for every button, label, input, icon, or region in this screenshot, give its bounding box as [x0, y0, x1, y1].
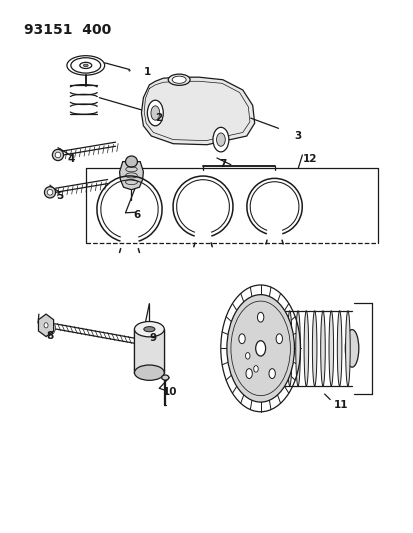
- Ellipse shape: [238, 334, 244, 344]
- Ellipse shape: [134, 321, 164, 337]
- Text: 7: 7: [218, 159, 226, 169]
- Ellipse shape: [168, 74, 190, 85]
- Polygon shape: [38, 314, 53, 337]
- Ellipse shape: [83, 64, 88, 67]
- Ellipse shape: [44, 187, 55, 198]
- Ellipse shape: [287, 311, 291, 386]
- Text: 4: 4: [68, 154, 75, 164]
- Ellipse shape: [55, 152, 61, 158]
- Ellipse shape: [134, 365, 164, 381]
- Ellipse shape: [337, 311, 341, 386]
- Text: 1: 1: [143, 67, 150, 77]
- Ellipse shape: [40, 320, 55, 336]
- Ellipse shape: [47, 190, 53, 195]
- Text: 12: 12: [301, 154, 316, 164]
- Ellipse shape: [312, 311, 316, 386]
- Ellipse shape: [257, 312, 263, 322]
- Ellipse shape: [143, 327, 154, 332]
- Ellipse shape: [275, 334, 282, 344]
- Polygon shape: [119, 161, 143, 190]
- Text: 11: 11: [333, 400, 348, 410]
- Ellipse shape: [253, 366, 258, 372]
- Text: 3: 3: [294, 131, 301, 141]
- Text: 5: 5: [56, 191, 63, 201]
- Ellipse shape: [125, 156, 137, 167]
- Ellipse shape: [328, 311, 333, 386]
- Text: 6: 6: [133, 211, 140, 220]
- Ellipse shape: [172, 76, 186, 83]
- Ellipse shape: [52, 149, 63, 160]
- Ellipse shape: [345, 311, 349, 386]
- Ellipse shape: [147, 100, 163, 126]
- Ellipse shape: [303, 311, 308, 386]
- Ellipse shape: [270, 311, 275, 386]
- Ellipse shape: [245, 369, 252, 378]
- Ellipse shape: [216, 133, 225, 146]
- Ellipse shape: [245, 352, 249, 359]
- Ellipse shape: [44, 323, 48, 328]
- Ellipse shape: [320, 311, 325, 386]
- Bar: [134, 329, 164, 373]
- Text: 8: 8: [46, 330, 53, 341]
- Ellipse shape: [226, 295, 294, 402]
- Ellipse shape: [262, 311, 266, 386]
- Ellipse shape: [161, 375, 169, 380]
- Text: 9: 9: [149, 333, 156, 343]
- Ellipse shape: [344, 329, 358, 367]
- Ellipse shape: [255, 341, 265, 356]
- Ellipse shape: [268, 369, 275, 378]
- Ellipse shape: [295, 311, 299, 386]
- Text: 2: 2: [155, 113, 162, 123]
- Ellipse shape: [278, 311, 283, 386]
- Polygon shape: [141, 77, 254, 145]
- Ellipse shape: [151, 106, 159, 120]
- Text: 10: 10: [163, 387, 177, 397]
- Text: 93151  400: 93151 400: [24, 23, 111, 37]
- Ellipse shape: [212, 127, 228, 152]
